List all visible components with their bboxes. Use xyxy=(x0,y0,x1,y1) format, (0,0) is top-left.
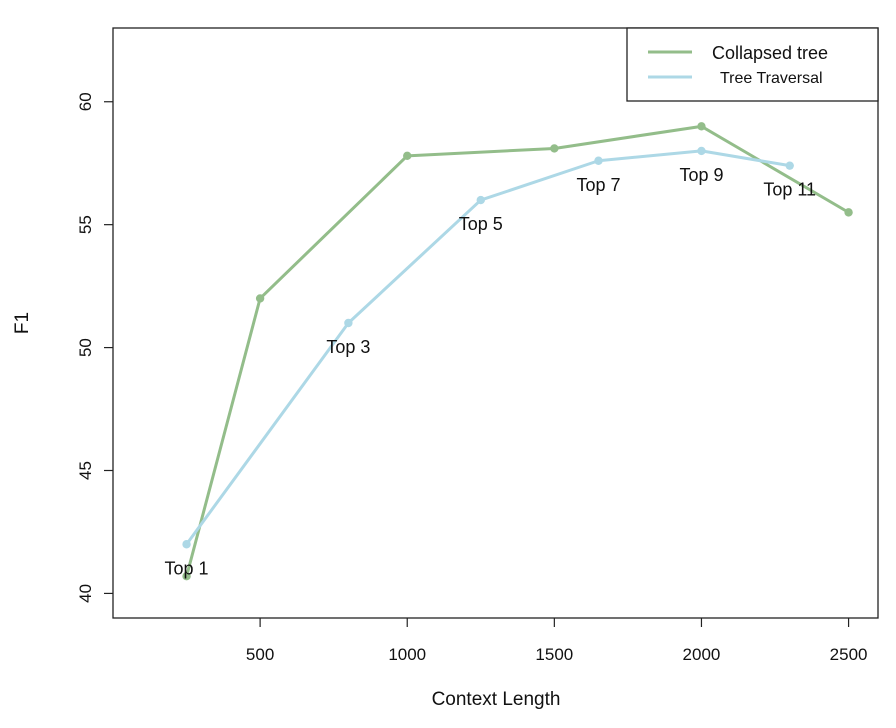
series-layer xyxy=(182,122,853,581)
data-point-tree-traversal xyxy=(697,146,706,156)
legend-label-tree-traversal: Tree Traversal xyxy=(720,70,823,87)
point-label: Top 9 xyxy=(679,165,723,185)
y-tick-label: 55 xyxy=(76,215,95,234)
data-point-tree-traversal xyxy=(594,156,603,165)
y-axis: 40 45 50 55 60 xyxy=(76,92,113,603)
data-point-collapsed-tree xyxy=(403,151,412,161)
data-point-tree-traversal xyxy=(182,540,191,549)
data-point-collapsed-tree xyxy=(550,144,559,153)
series-line-collapsed-tree xyxy=(185,124,850,577)
point-label: Top 1 xyxy=(165,558,209,578)
data-point-tree-traversal xyxy=(344,318,353,328)
point-labels: Top 1 Top 3 Top 5 Top 7 Top 9 Top 11 xyxy=(165,165,817,578)
plot-frame xyxy=(112,27,879,619)
point-label: Top 3 xyxy=(326,337,370,357)
point-label: Top 5 xyxy=(459,214,503,234)
x-axis: 500 1000 1500 2000 2500 xyxy=(246,618,868,664)
data-point-collapsed-tree xyxy=(844,208,853,217)
data-point-collapsed-tree xyxy=(255,294,265,303)
legend-label-collapsed-tree: Collapsed tree xyxy=(712,43,828,63)
x-axis-title: Context Length xyxy=(432,689,561,710)
legend: Collapsed tree Tree Traversal xyxy=(626,27,879,102)
data-point-tree-traversal xyxy=(785,161,794,170)
y-axis-title: F1 xyxy=(12,312,33,334)
legend-box xyxy=(626,27,879,102)
point-label: Top 11 xyxy=(763,180,816,200)
x-tick-label: 500 xyxy=(246,645,274,664)
x-tick-label: 2000 xyxy=(683,645,721,664)
data-point-collapsed-tree xyxy=(182,572,191,581)
data-point-tree-traversal xyxy=(476,195,485,205)
y-tick-label: 40 xyxy=(76,584,95,603)
y-tick-label: 50 xyxy=(76,338,95,357)
point-label: Top 7 xyxy=(576,175,620,195)
x-tick-label: 1000 xyxy=(388,645,426,664)
series-line-tree-traversal xyxy=(185,149,790,546)
y-tick-label: 60 xyxy=(76,92,95,111)
x-tick-label: 1500 xyxy=(535,645,573,664)
y-tick-label: 45 xyxy=(76,461,95,480)
x-tick-label: 2500 xyxy=(830,645,868,664)
data-point-collapsed-tree xyxy=(697,122,706,131)
